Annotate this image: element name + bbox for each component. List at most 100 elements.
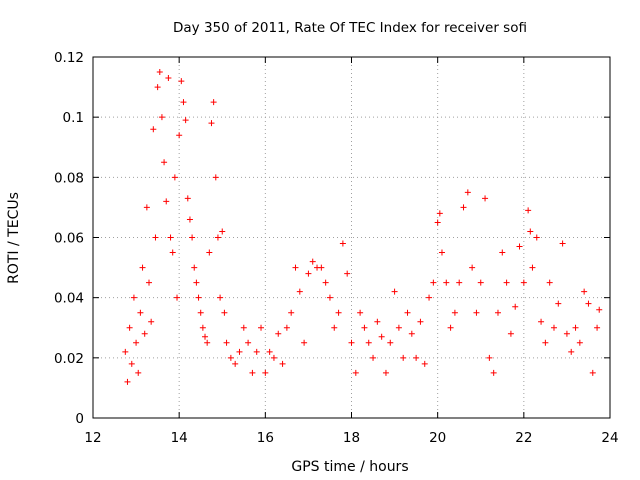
data-point xyxy=(382,369,389,376)
data-point xyxy=(527,228,534,235)
data-point xyxy=(174,294,181,301)
data-point xyxy=(137,309,144,316)
data-point xyxy=(374,318,381,325)
data-point xyxy=(456,279,463,286)
data-point xyxy=(426,294,433,301)
data-point xyxy=(148,318,155,325)
data-point xyxy=(335,309,342,316)
data-point xyxy=(512,303,519,310)
data-point xyxy=(550,324,557,331)
data-point xyxy=(158,114,165,121)
data-point xyxy=(208,120,215,127)
data-point xyxy=(391,288,398,295)
x-tick-label: 22 xyxy=(515,430,532,446)
data-point xyxy=(212,174,219,181)
axis-ticks xyxy=(92,56,611,419)
data-point xyxy=(331,324,338,331)
data-point xyxy=(596,306,603,313)
data-point xyxy=(525,207,532,214)
data-point xyxy=(339,240,346,247)
data-point xyxy=(490,369,497,376)
data-point xyxy=(249,369,256,376)
data-point xyxy=(542,339,549,346)
data-point xyxy=(195,294,202,301)
data-point xyxy=(189,234,196,241)
y-axis-title: ROTI / TECUs xyxy=(6,192,22,284)
data-point xyxy=(283,324,290,331)
data-point xyxy=(152,234,159,241)
data-point xyxy=(516,243,523,250)
data-point xyxy=(182,117,189,124)
data-point xyxy=(430,279,437,286)
data-point xyxy=(130,294,137,301)
data-point xyxy=(122,348,129,355)
y-tick-label: 0.08 xyxy=(54,170,84,186)
data-point xyxy=(322,279,329,286)
data-point xyxy=(176,132,183,139)
data-point xyxy=(199,324,206,331)
data-point xyxy=(559,240,566,247)
data-point xyxy=(594,324,601,331)
x-tick-label: 16 xyxy=(257,430,274,446)
data-point xyxy=(124,378,131,385)
data-point xyxy=(301,339,308,346)
data-point xyxy=(370,354,377,361)
y-tick-label: 0.04 xyxy=(54,291,84,307)
data-point xyxy=(473,309,480,316)
data-point xyxy=(262,369,269,376)
y-tick-label: 0 xyxy=(75,411,84,427)
data-point xyxy=(240,324,247,331)
data-point xyxy=(460,204,467,211)
data-point xyxy=(305,270,312,277)
x-tick-label: 14 xyxy=(171,430,188,446)
data-point xyxy=(214,234,221,241)
data-point xyxy=(210,99,217,106)
data-point xyxy=(451,309,458,316)
data-point xyxy=(206,249,213,256)
data-point xyxy=(126,324,133,331)
data-points xyxy=(122,69,603,385)
data-point xyxy=(318,264,325,271)
data-point xyxy=(143,204,150,211)
data-point xyxy=(417,318,424,325)
chart-title: Day 350 of 2011, Rate Of TEC Index for r… xyxy=(173,20,527,36)
data-point xyxy=(154,84,161,91)
data-point xyxy=(494,309,501,316)
data-point xyxy=(146,279,153,286)
x-tick-label: 18 xyxy=(343,430,360,446)
data-point xyxy=(292,264,299,271)
data-point xyxy=(520,279,527,286)
data-point xyxy=(204,339,211,346)
data-point xyxy=(348,339,355,346)
data-point xyxy=(219,228,226,235)
data-point xyxy=(227,354,234,361)
data-point xyxy=(365,339,372,346)
data-point xyxy=(357,309,364,316)
x-tick-labels: 12 14 16 18 20 22 24 xyxy=(84,430,618,446)
data-point xyxy=(447,324,454,331)
data-point xyxy=(258,324,265,331)
data-point xyxy=(128,360,135,367)
data-point xyxy=(585,300,592,307)
data-point xyxy=(178,78,185,85)
data-point xyxy=(589,369,596,376)
data-point xyxy=(572,324,579,331)
data-point xyxy=(223,339,230,346)
data-point xyxy=(221,309,228,316)
y-tick-labels: 0 0.02 0.04 0.06 0.08 0.1 0.12 xyxy=(54,50,84,427)
data-point xyxy=(161,159,168,166)
data-point xyxy=(279,360,286,367)
y-tick-label: 0.12 xyxy=(54,50,84,66)
data-point xyxy=(139,264,146,271)
data-point xyxy=(499,249,506,256)
data-point xyxy=(387,339,394,346)
data-point xyxy=(232,360,239,367)
data-point xyxy=(576,339,583,346)
data-point xyxy=(326,294,333,301)
data-point xyxy=(270,354,277,361)
data-point xyxy=(538,318,545,325)
x-tick-label: 20 xyxy=(429,430,446,446)
y-tick-label: 0.1 xyxy=(63,110,84,126)
data-point xyxy=(344,270,351,277)
